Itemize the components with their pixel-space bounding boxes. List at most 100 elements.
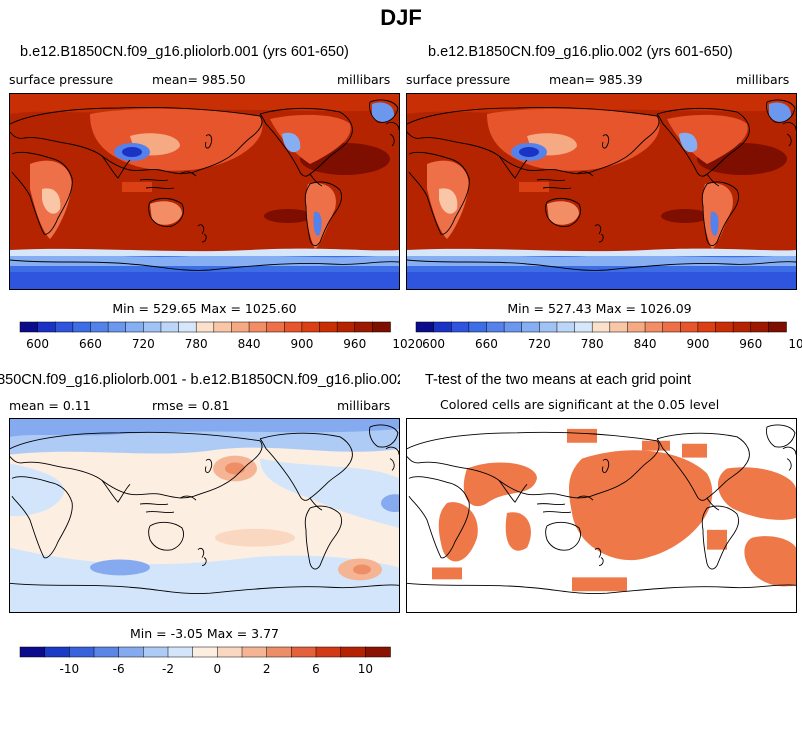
colorbar-swatch [365,646,391,658]
panel1-units: millibars [337,72,391,87]
colorbar-swatch [521,321,541,333]
colorbar-tick-label: 6 [312,662,320,676]
panel2-colorbar-svg: 600 660 720 780 840 900 960 1020 [415,321,802,351]
colorbar-tick-label: -2 [162,662,174,676]
panel2-units: millibars [736,72,790,87]
colorbar-tick-label: 600 [26,337,49,351]
colorbar-swatch [539,321,558,333]
panel1-minmax: Min = 529.65 Max = 1025.60 [112,301,297,316]
colorbar-swatch [450,321,470,333]
panel2-minmax: Min = 527.43 Max = 1026.09 [507,301,692,316]
colorbar-tick-label: 780 [581,337,604,351]
panel1-map [9,93,400,290]
panel1-variable: surface pressure [9,72,114,87]
page-title: DJF [380,5,422,30]
panel3-title: b.e12.B1850CN.f09_g16.pliolorb.001 - b.e… [0,372,400,388]
panel4-subtitle: Colored cells are significant at the 0.0… [440,397,720,412]
colorbar-swatch [486,321,505,333]
colorbar-tick-label: 0 [214,662,222,676]
colorbar-swatch [291,646,317,658]
colorbar-swatch [37,321,56,333]
colorbar-swatch [556,321,576,333]
colorbar-swatch [217,646,243,658]
colorbar-swatch [372,321,391,333]
colorbar-swatch [715,321,734,333]
panel1-colorbar-svg: 600 660 720 780 840 900 960 1020 [19,321,423,351]
panel3-map-plot [10,419,399,612]
colorbar-tick-label: 900 [686,337,709,351]
panel2-colorbar: 600 660 720 780 840 900 960 1020 [415,321,802,356]
panel2-title: b.e12.B1850CN.f09_g16.plio.002 (yrs 601-… [428,44,733,60]
colorbar-swatch [19,321,39,333]
colorbar-tick-label: 660 [475,337,498,351]
colorbar-swatch [644,321,664,333]
colorbar-swatch [354,321,374,333]
colorbar-tick-label: 960 [343,337,366,351]
colorbar-tick-label: 960 [739,337,762,351]
colorbar-swatch [167,646,194,658]
colorbar-swatch [178,321,197,333]
colorbar-swatch [574,321,593,333]
colorbar-swatch [160,321,180,333]
colorbar-swatch [266,646,293,658]
colorbar-swatch [248,321,268,333]
panel3-mean: mean = 0.11 [9,398,91,413]
colorbar-tick-label: 780 [185,337,208,351]
panel4-map-plot [407,419,796,612]
colorbar-swatch [680,321,699,333]
significant-cells [432,428,796,592]
colorbar-swatch [44,646,71,658]
colorbar-swatch [315,646,342,658]
colorbar-tick-label: -6 [113,662,125,676]
colorbar-swatch [143,646,169,658]
panel2-variable: surface pressure [406,72,511,87]
colorbar-tick-label: 840 [238,337,261,351]
colorbar-swatch [231,321,250,333]
panel1-mean: mean= 985.50 [152,72,246,87]
colorbar-swatch [192,646,219,658]
panel3-colorbar-svg: -10 -6 -2 0 2 6 10 [19,646,391,676]
panel3-minmax: Min = -3.05 Max = 3.77 [129,626,279,641]
colorbar-swatch [90,321,109,333]
colorbar-swatch [503,321,523,333]
colorbar-swatch [768,321,787,333]
colorbar-swatch [609,321,629,333]
panel3-units: millibars [337,398,391,413]
colorbar-tick-label: 2 [263,662,271,676]
colorbar-tick-label: 660 [79,337,102,351]
colorbar-swatch [591,321,611,333]
colorbar-swatch [54,321,74,333]
colorbar-swatch [319,321,338,333]
panel4-title: T-test of the two means at each grid poi… [425,372,691,388]
panel2-map-plot [407,94,796,289]
colorbar-swatch [284,321,303,333]
colorbar-swatch [69,646,95,658]
colorbar-swatch [266,321,286,333]
colorbar-swatch [340,646,367,658]
colorbar-swatch [750,321,770,333]
panel3-colorbar: -10 -6 -2 0 2 6 10 [19,646,391,681]
colorbar-tick-label: 720 [528,337,551,351]
colorbar-swatch [241,646,268,658]
colorbar-swatch [19,646,46,658]
colorbar-swatch [732,321,752,333]
panel1-title: b.e12.B1850CN.f09_g16.pliolorb.001 (yrs … [20,44,349,60]
colorbar-tick-label: 1020 [392,337,423,351]
colorbar-tick-label: 900 [290,337,313,351]
colorbar-swatch [433,321,452,333]
colorbar-swatch [468,321,488,333]
colorbar-swatch [697,321,717,333]
panel2-mean: mean= 985.39 [549,72,643,87]
colorbar-swatch [125,321,145,333]
colorbar-tick-label: 600 [422,337,445,351]
colorbar-swatch [213,321,233,333]
colorbar-swatch [627,321,646,333]
colorbar-swatch [336,321,356,333]
colorbar-swatch [118,646,145,658]
panel1-colorbar: 600 660 720 780 840 900 960 1020 [19,321,423,356]
panel1-map-plot [10,94,399,289]
colorbar-tick-label: 720 [132,337,155,351]
colorbar-swatch [143,321,162,333]
colorbar-swatch [415,321,435,333]
colorbar-tick-label: 1020 [788,337,802,351]
